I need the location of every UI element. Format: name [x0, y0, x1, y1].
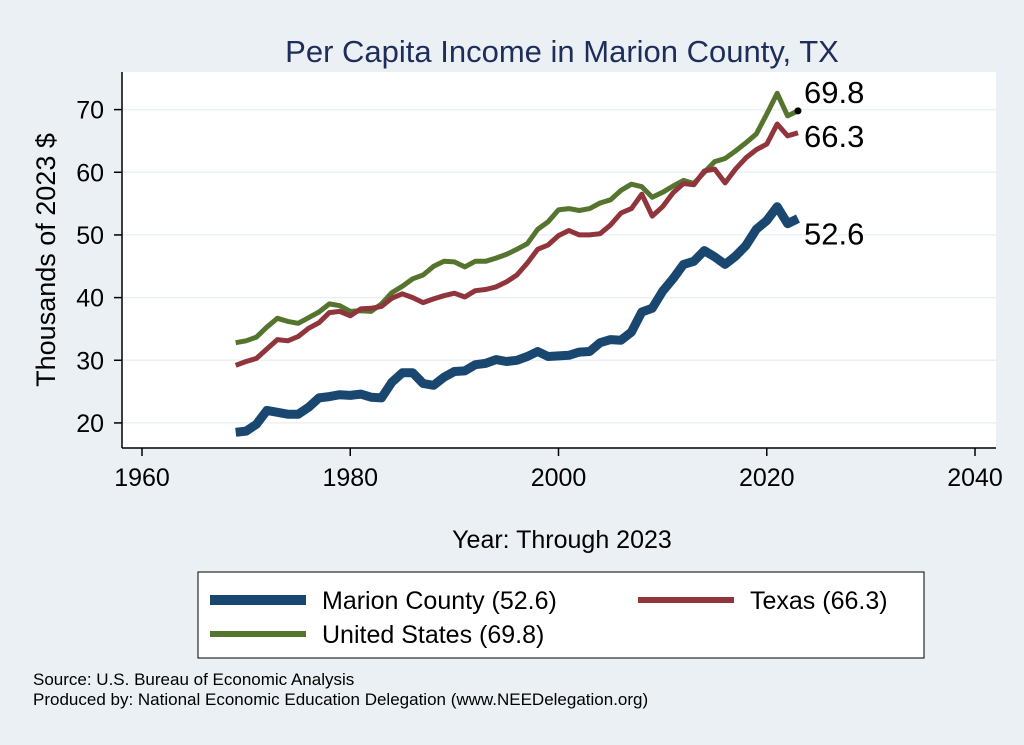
x-tick-label-2020: 2020 [739, 464, 795, 492]
x-axis: 1960 1980 2000 2020 2040 [114, 447, 1003, 492]
x-tick-label-2040: 2040 [947, 464, 1003, 492]
series-lines [234, 90, 800, 437]
y-tick-label-40: 40 [76, 285, 104, 313]
series-line-texas [234, 121, 799, 368]
y-tick-label-60: 60 [76, 159, 104, 187]
chart: Per Capita Income in Marion County, TX 2… [31, 34, 1003, 659]
series-line-marion-county [235, 202, 800, 437]
legend-label-marion-county: Marion County (52.6) [322, 587, 557, 615]
produced-by-note: Produced by: National Economic Education… [33, 690, 649, 709]
y-tick-label-50: 50 [76, 222, 104, 250]
end-label-united-states: 69.8 [804, 75, 864, 110]
end-marker-united-states [794, 107, 802, 115]
legend-box [197, 571, 925, 659]
legend-label-texas: Texas (66.3) [750, 587, 888, 615]
source-note: Source: U.S. Bureau of Economic Analysis [33, 670, 355, 689]
x-tick-label-1980: 1980 [322, 464, 378, 492]
end-label-marion-county: 52.6 [804, 217, 864, 252]
y-axis: 20 30 40 50 60 70 [76, 72, 123, 448]
x-tick-label-1960: 1960 [114, 464, 170, 492]
y-tick-label-30: 30 [76, 347, 104, 375]
plot-area [122, 72, 996, 448]
legend-label-united-states: United States (69.8) [322, 621, 544, 649]
grid-lines [122, 108, 996, 424]
x-tick-label-2000: 2000 [531, 464, 587, 492]
end-labels: 69.8 66.3 52.6 [794, 75, 864, 252]
legend: Marion County (52.6) Texas (66.3) United S… [197, 571, 925, 659]
x-axis-label: Year: Through 2023 [452, 526, 672, 554]
chart-title: Per Capita Income in Marion County, TX [285, 34, 839, 69]
y-axis-label: Thousands of 2023 $ [31, 133, 61, 387]
y-tick-label-70: 70 [76, 97, 104, 125]
end-label-texas: 66.3 [804, 119, 864, 154]
y-tick-label-20: 20 [76, 410, 104, 438]
